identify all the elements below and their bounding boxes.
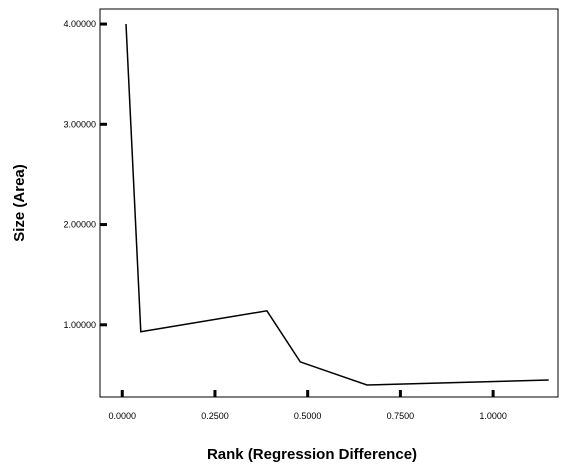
series-line: [125, 23, 549, 386]
y-tick-label: 2.00000: [63, 220, 96, 230]
x-tick-label: 0.5000: [294, 411, 322, 421]
x-tick-label: 0.2500: [201, 411, 229, 421]
x-tick-label: 0.7500: [387, 411, 415, 421]
y-axis-ticks: 1.00000 2.00000 3.00000 4.00000: [63, 19, 107, 330]
x-axis-title: Rank (Regression Difference): [207, 446, 417, 463]
plot-frame: [99, 8, 559, 398]
y-tick-label: 3.00000: [63, 119, 96, 129]
y-tick-label: 1.00000: [63, 320, 96, 330]
y-tick-label: 4.00000: [63, 19, 96, 29]
series-group: [125, 23, 549, 386]
x-tick-label: 0.0000: [108, 411, 136, 421]
x-axis-ticks: 0.0000 0.2500 0.5000 0.7500 1.0000: [108, 390, 507, 421]
x-tick-label: 1.0000: [479, 411, 507, 421]
y-axis-title: Size (Area): [11, 164, 28, 242]
